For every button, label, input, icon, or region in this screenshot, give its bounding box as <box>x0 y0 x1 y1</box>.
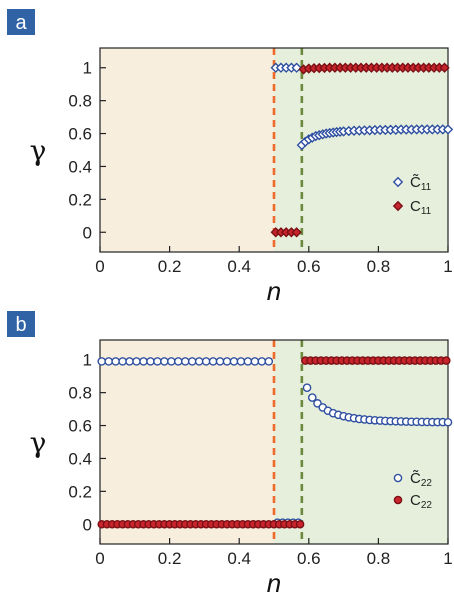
legend-entry-1: C11 <box>392 198 432 217</box>
data-point <box>146 357 155 366</box>
data-point <box>243 357 253 366</box>
data-point <box>97 357 107 366</box>
x-tick-label: 0.8 <box>367 549 391 568</box>
data-point <box>257 357 267 366</box>
y-tick-label: 0.6 <box>68 417 92 436</box>
data-point <box>442 124 454 135</box>
data-point <box>160 357 169 366</box>
series-1 <box>97 356 451 529</box>
y-axis-label: γ <box>30 426 47 459</box>
series-0 <box>270 62 454 151</box>
data-point <box>307 393 317 402</box>
legend-entry-0: C̃22 <box>393 470 432 489</box>
x-tick-label: 0 <box>95 549 104 568</box>
data-point <box>215 357 225 366</box>
chart-panel-a: a 0 0.2 0.4 0.6 0.8 1 0 0.2 0.4 0.6 0.8 1 n γ C̃11 C11 <box>7 9 454 306</box>
x-tick-label: 0.8 <box>367 257 391 276</box>
legend-entry-0: C̃11 <box>392 174 432 193</box>
x-tick-label: 0.4 <box>227 257 251 276</box>
chart-panel-b: b 0 0.2 0.4 0.6 0.8 1 0 0.2 0.4 0.6 0.8 1 n γ C̃22 C22 <box>7 311 453 598</box>
data-point <box>173 357 183 366</box>
data-point <box>229 357 239 366</box>
legend-marker <box>392 176 404 188</box>
x-tick-label: 0.4 <box>227 549 251 568</box>
x-tick-label: 1 <box>443 549 452 568</box>
legend-marker <box>393 495 403 505</box>
y-tick-label: 0.2 <box>68 190 92 209</box>
panel-label-text: a <box>15 12 27 34</box>
panel-label: b <box>7 311 35 337</box>
plot-frame <box>99 47 449 253</box>
y-tick-label: 1 <box>83 59 92 78</box>
x-axis-label: n <box>267 276 281 306</box>
y-tick-label: 0.2 <box>68 482 92 501</box>
data-point <box>104 357 113 366</box>
legend: C̃11 C11 <box>392 174 432 217</box>
data-point <box>291 227 302 238</box>
y-axis-label: γ <box>30 134 47 167</box>
data-point <box>153 357 162 366</box>
data-point <box>295 519 305 529</box>
y-tick-label: 0 <box>83 223 92 242</box>
x-tick-label: 0.6 <box>297 549 321 568</box>
data-point <box>201 357 211 366</box>
region-1 <box>274 48 448 252</box>
data-point <box>111 357 120 366</box>
data-point <box>132 357 141 366</box>
x-tick-label: 0.6 <box>297 257 321 276</box>
data-point <box>118 357 127 366</box>
legend-label: C̃22 <box>410 470 432 489</box>
region-0 <box>100 48 274 252</box>
data-point <box>441 356 451 365</box>
y-tick-label: 0 <box>83 515 92 534</box>
plot-frame <box>99 339 449 545</box>
y-tick-label: 0.8 <box>68 384 92 403</box>
data-point <box>208 357 218 366</box>
data-point <box>180 357 190 366</box>
y-tick-label: 0.4 <box>68 157 92 176</box>
x-tick-label: 0.2 <box>158 549 182 568</box>
data-point <box>125 357 134 366</box>
series-0 <box>97 357 453 527</box>
data-point <box>264 357 274 366</box>
legend-label: C11 <box>410 198 432 217</box>
series-1 <box>270 62 450 238</box>
x-tick-label: 1 <box>443 257 452 276</box>
panel-label: a <box>7 9 35 35</box>
region-1 <box>274 340 448 544</box>
data-point <box>194 357 204 366</box>
data-point <box>250 357 260 366</box>
x-tick-label: 0.2 <box>158 257 182 276</box>
legend-entry-1: C22 <box>393 492 432 511</box>
data-point <box>236 357 246 366</box>
y-tick-label: 0.4 <box>68 449 92 468</box>
data-point <box>139 357 148 366</box>
data-point <box>187 357 197 366</box>
y-tick-label: 1 <box>83 351 92 370</box>
legend: C̃22 C22 <box>393 470 432 511</box>
data-point <box>443 417 453 427</box>
x-tick-label: 0 <box>95 257 104 276</box>
legend-marker <box>392 200 404 212</box>
legend-label: C22 <box>410 492 432 511</box>
legend-marker <box>393 473 403 483</box>
data-point <box>439 62 450 73</box>
x-axis-label: n <box>267 568 281 598</box>
data-point <box>222 357 232 366</box>
data-point <box>302 383 312 393</box>
data-point <box>167 357 176 366</box>
y-tick-label: 0.8 <box>68 92 92 111</box>
legend-label: C̃11 <box>410 174 432 193</box>
y-tick-label: 0.6 <box>68 125 92 144</box>
data-point <box>291 62 302 73</box>
panel-label-text: b <box>15 314 26 336</box>
region-0 <box>100 340 274 544</box>
